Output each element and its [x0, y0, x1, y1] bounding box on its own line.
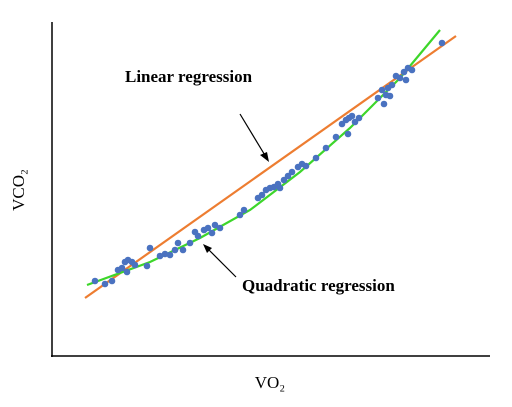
data-point [101, 280, 109, 288]
data-point [378, 86, 386, 94]
data-point [380, 100, 388, 108]
data-point [288, 168, 296, 176]
data-point [388, 81, 396, 89]
data-point [161, 250, 169, 258]
data-point [194, 232, 202, 240]
data-point [166, 251, 174, 259]
data-point [408, 66, 416, 74]
data-point [143, 262, 151, 270]
data-point [146, 244, 154, 252]
data-point [156, 252, 164, 260]
data-point [174, 239, 182, 247]
annotation: Linear regression [125, 67, 253, 86]
data-point [338, 120, 346, 128]
data-point [332, 133, 340, 141]
data-point [108, 277, 116, 285]
y-axis-label: VCO₂ [9, 169, 28, 211]
data-point [284, 172, 292, 180]
data-point [258, 191, 266, 199]
data-point [351, 118, 359, 126]
annotation: Quadratic regression [242, 276, 395, 295]
data-point [374, 94, 382, 102]
data-point [208, 229, 216, 237]
data-point [123, 268, 131, 276]
data-point [131, 261, 139, 269]
data-point [211, 221, 219, 229]
data-point [236, 211, 244, 219]
data-point [179, 246, 187, 254]
fit-line [84, 35, 457, 299]
arrow-head [260, 152, 269, 162]
data-point [400, 68, 408, 76]
arrow-head [203, 244, 212, 253]
data-point [355, 114, 363, 122]
data-point [438, 39, 446, 47]
data-point [402, 76, 410, 84]
data-point [396, 74, 404, 82]
x-axis-label: VO₂ [255, 373, 285, 392]
data-point [216, 224, 224, 232]
data-point [386, 92, 394, 100]
data-point [91, 277, 99, 285]
data-point [186, 239, 194, 247]
data-point [240, 206, 248, 214]
data-point [322, 144, 330, 152]
data-point [348, 112, 356, 120]
data-point [118, 264, 126, 272]
data-point [312, 154, 320, 162]
data-point [302, 162, 310, 170]
data-point [344, 130, 352, 138]
data-point [280, 176, 288, 184]
arrow [239, 113, 267, 158]
data-point [204, 224, 212, 232]
data-point [276, 184, 284, 192]
annotation-arrows [203, 113, 269, 278]
arrow [206, 247, 237, 278]
data-point [171, 246, 179, 254]
